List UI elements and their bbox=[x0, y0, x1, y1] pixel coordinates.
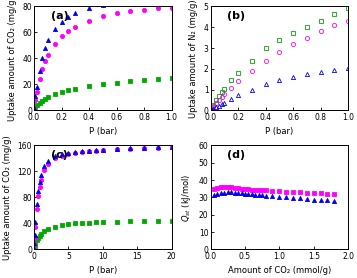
X-axis label: P (bar): P (bar) bbox=[89, 266, 117, 275]
Text: (a): (a) bbox=[51, 11, 68, 21]
Y-axis label: $Q_{st}$ (kJ/mol): $Q_{st}$ (kJ/mol) bbox=[180, 173, 193, 222]
X-axis label: Amount of CO₂ (mmol/g): Amount of CO₂ (mmol/g) bbox=[228, 266, 331, 275]
X-axis label: P (bar): P (bar) bbox=[89, 127, 117, 136]
Text: (b): (b) bbox=[227, 11, 245, 21]
Text: (c): (c) bbox=[51, 150, 67, 160]
Y-axis label: Uptake amount of CO₂ (mg/g): Uptake amount of CO₂ (mg/g) bbox=[3, 135, 12, 260]
X-axis label: P (bar): P (bar) bbox=[265, 127, 293, 136]
Y-axis label: Uptake amount of N₂ (mg/g): Uptake amount of N₂ (mg/g) bbox=[189, 0, 198, 118]
Text: (d): (d) bbox=[227, 150, 245, 160]
Y-axis label: Uptake amount of CO₂ (mg/g): Uptake amount of CO₂ (mg/g) bbox=[7, 0, 17, 121]
